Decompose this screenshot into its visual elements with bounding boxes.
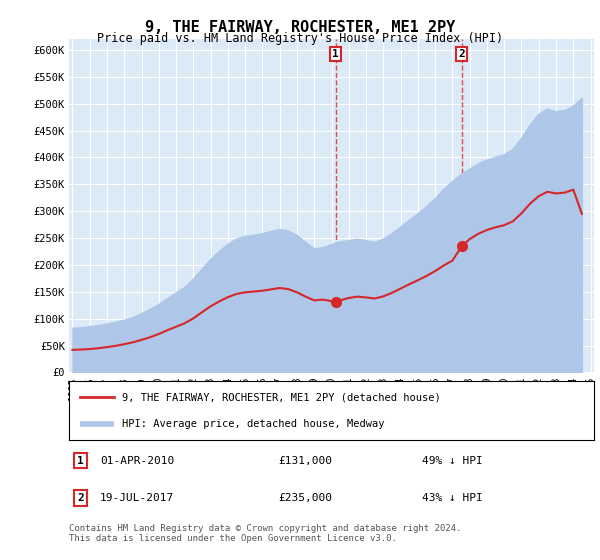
Text: 1: 1 [332, 49, 339, 59]
Text: 19-JUL-2017: 19-JUL-2017 [100, 493, 175, 503]
Text: 01-APR-2010: 01-APR-2010 [100, 456, 175, 465]
Text: 2: 2 [458, 49, 465, 59]
Text: £235,000: £235,000 [278, 493, 332, 503]
Text: 2: 2 [77, 493, 84, 503]
Text: Price paid vs. HM Land Registry's House Price Index (HPI): Price paid vs. HM Land Registry's House … [97, 32, 503, 45]
Text: 43% ↓ HPI: 43% ↓ HPI [422, 493, 482, 503]
Text: 49% ↓ HPI: 49% ↓ HPI [422, 456, 482, 465]
Text: Contains HM Land Registry data © Crown copyright and database right 2024.
This d: Contains HM Land Registry data © Crown c… [69, 524, 461, 543]
Text: 9, THE FAIRWAY, ROCHESTER, ME1 2PY (detached house): 9, THE FAIRWAY, ROCHESTER, ME1 2PY (deta… [121, 392, 440, 402]
Text: £131,000: £131,000 [278, 456, 332, 465]
Text: HPI: Average price, detached house, Medway: HPI: Average price, detached house, Medw… [121, 419, 384, 430]
Text: 1: 1 [77, 456, 84, 465]
Text: 9, THE FAIRWAY, ROCHESTER, ME1 2PY: 9, THE FAIRWAY, ROCHESTER, ME1 2PY [145, 20, 455, 35]
